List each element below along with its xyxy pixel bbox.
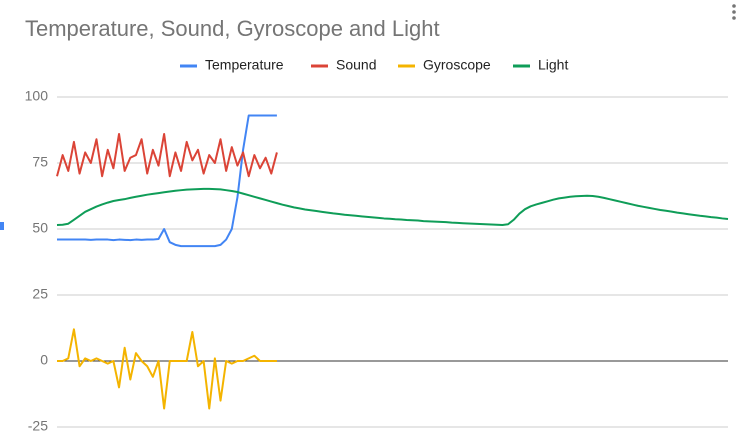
legend-label: Temperature (205, 57, 284, 73)
series-line (56, 132, 278, 178)
legend-label: Gyroscope (423, 57, 491, 73)
dot (732, 16, 736, 20)
series-line (56, 187, 729, 227)
series-line (57, 114, 277, 248)
y-tick-label: 0 (40, 352, 48, 368)
series-line (57, 328, 277, 410)
legend-label: Light (538, 57, 568, 73)
legend-label: Sound (336, 57, 376, 73)
y-tick-label: 50 (32, 220, 48, 236)
y-tick-label: 100 (25, 88, 49, 104)
menu-dots[interactable] (732, 4, 736, 20)
y-tick-label: -25 (28, 418, 48, 434)
dot (732, 10, 736, 14)
y-tick-label: 75 (32, 154, 48, 170)
chart-title: Temperature, Sound, Gyroscope and Light (25, 16, 440, 41)
y-tick-label: 25 (32, 286, 48, 302)
dot (732, 4, 736, 8)
edge-marker (0, 222, 4, 230)
